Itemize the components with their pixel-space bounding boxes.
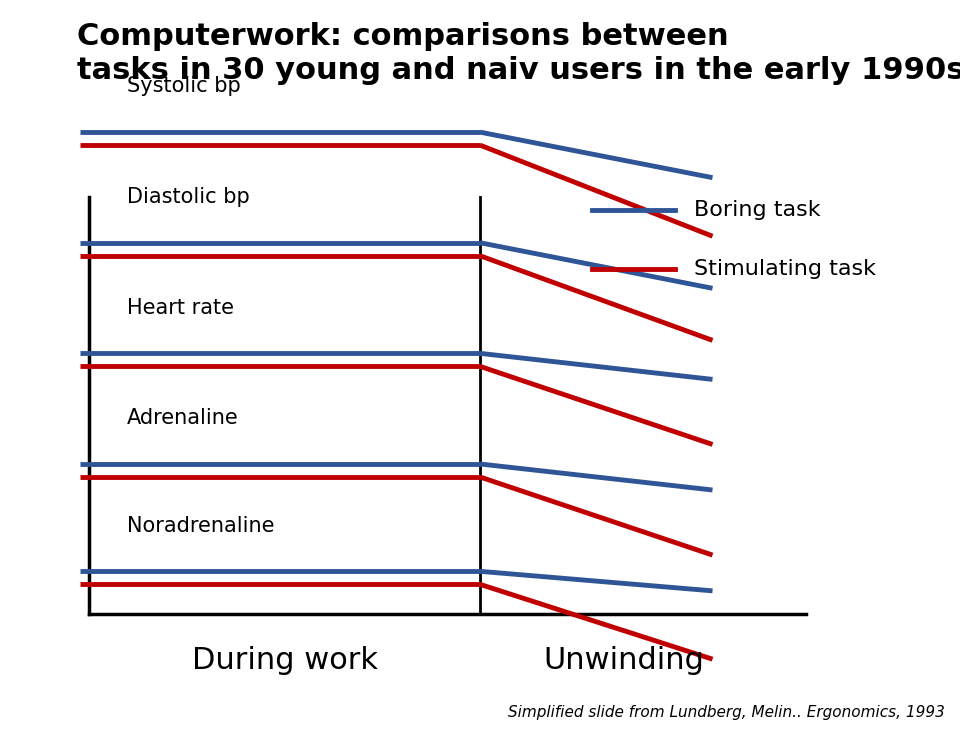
Text: Diastolic bp: Diastolic bp	[127, 187, 250, 207]
Text: Adrenaline: Adrenaline	[127, 408, 238, 428]
Text: Noradrenaline: Noradrenaline	[127, 516, 275, 536]
Text: Stimulating task: Stimulating task	[694, 259, 876, 279]
Text: Computerwork: comparisons between
tasks in 30 young and naiv users in the early : Computerwork: comparisons between tasks …	[77, 22, 960, 85]
Text: Heart rate: Heart rate	[127, 297, 233, 317]
Text: Systolic bp: Systolic bp	[127, 76, 240, 96]
Text: Unwinding: Unwinding	[543, 646, 705, 675]
Text: Simplified slide from Lundberg, Melin.. Ergonomics, 1993: Simplified slide from Lundberg, Melin.. …	[508, 705, 945, 720]
Text: During work: During work	[192, 646, 377, 675]
Text: Boring task: Boring task	[694, 200, 821, 221]
